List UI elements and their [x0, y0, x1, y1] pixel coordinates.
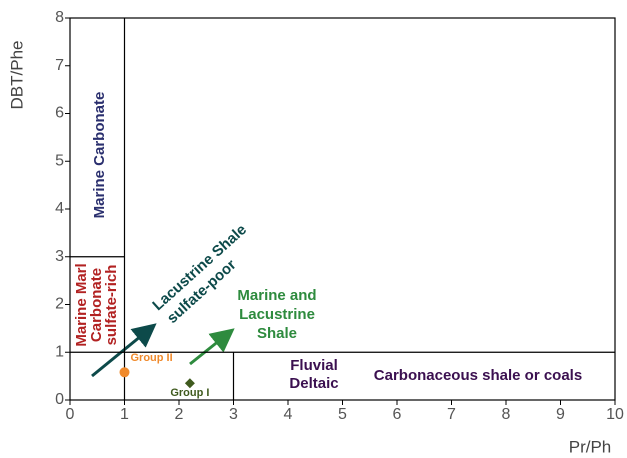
x-tick-label: 7 [447, 406, 456, 423]
plot-frame [69, 17, 616, 401]
annotation: Marine and [237, 287, 316, 304]
annotation: Carbonaceous shale or coals [374, 367, 582, 384]
x-tick-label: 0 [66, 406, 75, 423]
x-tick-label: 3 [229, 406, 238, 423]
annotation: Deltaic [289, 375, 338, 392]
point-label: Group II [131, 352, 173, 364]
arrow [91, 323, 157, 378]
y-tick-label: 7 [55, 57, 64, 74]
annotation: Fluvial [290, 357, 338, 374]
annotation: Shale [257, 325, 297, 342]
x-tick-label: 2 [175, 406, 184, 423]
annotation: Carbonate [88, 268, 105, 342]
x-tick-label: 1 [120, 406, 129, 423]
x-tick-label: 6 [393, 406, 402, 423]
point [184, 378, 195, 389]
x-tick-label: 8 [502, 406, 511, 423]
x-axis-label: Pr/Ph [569, 437, 612, 456]
y-tick-label: 2 [55, 296, 64, 313]
y-tick-label: 8 [55, 9, 64, 26]
point-label: Group I [170, 387, 209, 399]
x-tick-label: 4 [284, 406, 293, 423]
x-tick-label: 5 [338, 406, 347, 423]
y-tick-label: 4 [55, 200, 64, 217]
y-tick-label: 3 [55, 248, 64, 265]
y-axis-label: DBT/Phe [7, 41, 26, 110]
point [119, 367, 130, 378]
annotation: sulfate-rich [103, 265, 120, 346]
y-tick-label: 5 [55, 152, 64, 169]
y-tick-label: 0 [55, 391, 64, 408]
annotation: Marine Marl [73, 263, 90, 346]
arrow [189, 328, 235, 366]
y-tick-label: 1 [55, 343, 64, 360]
y-tick-label: 6 [55, 105, 64, 122]
x-tick-label: 9 [556, 406, 565, 423]
annotation: Lacustrine [239, 306, 315, 323]
annotation: Marine Carbonate [91, 92, 108, 219]
x-tick-label: 10 [606, 406, 624, 423]
